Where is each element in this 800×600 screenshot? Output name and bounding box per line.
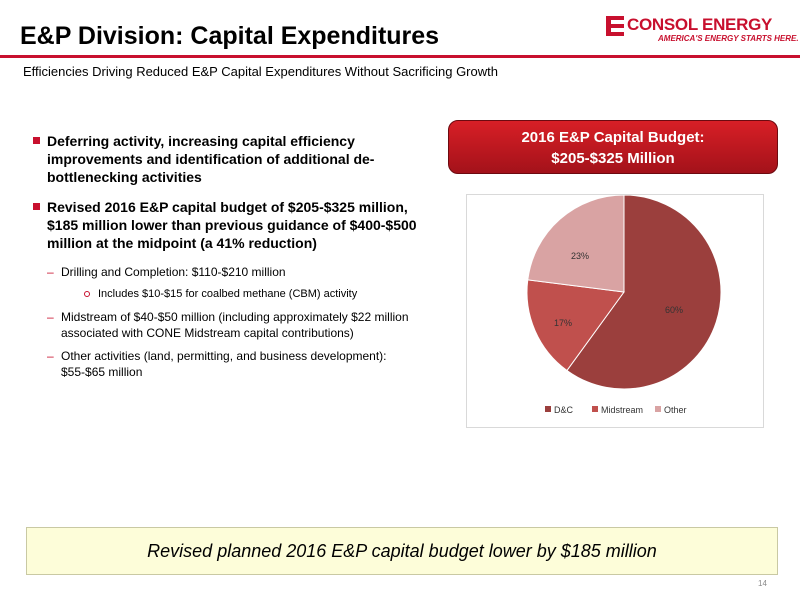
legend-swatch — [655, 406, 661, 412]
legend-label: Midstream — [601, 405, 643, 415]
pie-slice-other — [527, 194, 625, 293]
circle-bullet-icon — [84, 291, 90, 297]
sub-sub-bullet-item: Includes $10-$15 for coalbed methane (CB… — [33, 287, 428, 301]
page-number: 14 — [758, 579, 767, 588]
pie-chart: 60% 17% 23% D&C Midstream Other — [526, 194, 722, 415]
pie-data-label: 17% — [554, 318, 572, 328]
sub-bullet-text: Midstream of $40-$50 million (including … — [61, 310, 409, 340]
pie-data-label: 60% — [665, 305, 683, 315]
bullet-square-icon — [33, 203, 40, 210]
bullet-list: Deferring activity, increasing capital e… — [33, 132, 428, 387]
pie-slice-midstream — [526, 279, 625, 372]
header-divider — [0, 55, 800, 58]
budget-banner: 2016 E&P Capital Budget: $205-$325 Milli… — [448, 120, 778, 174]
sub-bullet-text: Other activities (land, permitting, and … — [61, 349, 387, 379]
pie-chart-frame: 60% 17% 23% D&C Midstream Other — [466, 194, 764, 428]
legend-label: Other — [664, 405, 687, 415]
page-subtitle: Efficiencies Driving Reduced E&P Capital… — [23, 64, 498, 79]
sub-bullet-item: – Drilling and Completion: $110-$210 mil… — [33, 264, 428, 280]
budget-line-2: $205-$325 Million — [551, 150, 675, 167]
budget-line-1: 2016 E&P Capital Budget: — [521, 129, 705, 146]
pie-slice-d-c — [566, 194, 722, 390]
bullet-text: Revised 2016 E&P capital budget of $205-… — [47, 199, 417, 251]
sub-bullet-item: – Other activities (land, permitting, an… — [33, 348, 428, 380]
sub-bullet-text: Drilling and Completion: $110-$210 milli… — [61, 265, 286, 279]
pie-data-label: 23% — [571, 251, 589, 261]
dash-bullet-icon: – — [47, 349, 54, 363]
legend-label: D&C — [554, 405, 574, 415]
bullet-item: Revised 2016 E&P capital budget of $205-… — [33, 198, 428, 252]
logo-tagline: AMERICA'S ENERGY STARTS HERE. — [658, 34, 799, 43]
logo-mark-icon — [606, 16, 624, 36]
legend-swatch — [592, 406, 598, 412]
legend-swatch — [545, 406, 551, 412]
bullet-item: Deferring activity, increasing capital e… — [33, 132, 428, 186]
dash-bullet-icon: – — [47, 310, 54, 324]
logo-name: CONSOL ENERGY — [627, 15, 773, 34]
dash-bullet-icon: – — [47, 265, 54, 279]
callout-box: Revised planned 2016 E&P capital budget … — [26, 527, 778, 575]
bullet-text: Deferring activity, increasing capital e… — [47, 133, 375, 185]
bullet-square-icon — [33, 137, 40, 144]
consol-energy-logo: CONSOL ENERGY AMERICA'S ENERGY STARTS HE… — [606, 15, 799, 45]
page-title: E&P Division: Capital Expenditures — [20, 22, 440, 50]
sub-sub-bullet-text: Includes $10-$15 for coalbed methane (CB… — [98, 288, 358, 300]
sub-bullet-item: – Midstream of $40-$50 million (includin… — [33, 309, 428, 341]
